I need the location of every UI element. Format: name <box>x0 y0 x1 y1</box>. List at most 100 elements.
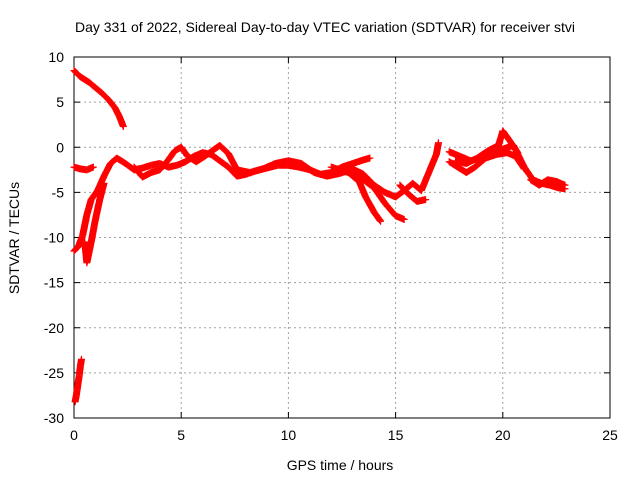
data-segment <box>79 212 91 239</box>
x-tick-label: 20 <box>495 427 511 443</box>
y-tick-label: 5 <box>56 94 64 110</box>
data-segment <box>260 160 278 172</box>
chart-title: Day 331 of 2022, Sidereal Day-to-day VTE… <box>75 19 575 35</box>
data-segment <box>499 128 513 143</box>
data-segment <box>446 148 463 160</box>
data-segment <box>105 96 118 111</box>
data-segment <box>512 153 528 172</box>
data-segment <box>77 73 92 86</box>
data-segment <box>414 196 428 205</box>
data-segment <box>463 155 480 167</box>
y-tick-label: -25 <box>44 365 64 381</box>
data-segment <box>350 165 366 178</box>
x-axis-label: GPS time / hours <box>287 457 394 473</box>
data-segment <box>114 155 129 167</box>
data-segment <box>115 113 127 129</box>
data-segment <box>217 142 232 157</box>
data-segment <box>87 217 99 245</box>
data-segment <box>225 164 240 179</box>
data-segment <box>247 165 266 176</box>
data-segment <box>96 180 108 203</box>
data-segment <box>83 239 95 266</box>
data-segment <box>397 182 412 197</box>
data-segment <box>88 187 101 203</box>
data-segment <box>86 79 99 91</box>
data-segment <box>556 184 568 193</box>
data-segment <box>286 157 304 167</box>
data-segment <box>140 169 154 180</box>
data-segment <box>75 233 86 249</box>
grid <box>74 57 610 418</box>
data-segment <box>356 179 369 200</box>
data-segment <box>148 166 163 176</box>
data-segment <box>382 200 399 219</box>
data-segment <box>83 197 95 218</box>
data-segment <box>298 160 317 176</box>
data-segment <box>328 163 351 176</box>
data-segment <box>193 153 208 165</box>
data-segment <box>84 164 96 173</box>
x-tick-label: 15 <box>388 427 404 443</box>
data-segment <box>371 209 384 224</box>
series-arc-13 <box>527 176 569 189</box>
x-tick-label: 25 <box>602 427 618 443</box>
data-segment <box>71 243 82 254</box>
data-segment <box>217 157 231 170</box>
data-segment <box>324 170 343 180</box>
data-segment <box>360 176 377 191</box>
data-segment <box>178 144 191 159</box>
data-segment <box>463 164 478 176</box>
y-tick-label: -30 <box>44 410 64 426</box>
x-tick-label: 10 <box>281 427 297 443</box>
data-segment <box>99 90 112 103</box>
data-segment <box>371 185 388 206</box>
data-segment <box>360 154 373 164</box>
y-tick-label: -15 <box>44 275 64 291</box>
y-tick-label: 0 <box>56 139 64 155</box>
series-arc-5 <box>71 355 86 406</box>
series-arc-6 <box>130 139 442 201</box>
series-arc-3 <box>70 163 97 174</box>
data-segment <box>426 151 440 173</box>
data-segment <box>504 149 519 160</box>
data-segment <box>174 158 188 169</box>
data-segment <box>405 191 420 205</box>
data-segment <box>553 178 568 189</box>
series-arc-1 <box>70 67 127 130</box>
data-segment <box>92 197 103 222</box>
y-tick-label: -5 <box>52 184 65 200</box>
data-series <box>70 67 569 406</box>
data-segment <box>101 161 114 179</box>
series-arc-9 <box>396 181 430 205</box>
data-segment <box>165 148 178 163</box>
y-tick-label: 10 <box>48 49 64 65</box>
data-segment <box>433 140 442 157</box>
series-arc-4 <box>81 179 108 267</box>
data-segment <box>474 148 491 161</box>
series-arc-2 <box>70 149 374 255</box>
data-segment <box>111 104 122 119</box>
data-segment <box>472 155 489 170</box>
data-segment <box>446 158 461 171</box>
data-segment <box>350 156 366 167</box>
data-segment <box>71 67 84 80</box>
data-segment <box>418 167 433 194</box>
data-segment <box>393 212 407 223</box>
data-segment <box>92 84 105 96</box>
data-segment <box>157 157 172 173</box>
data-segment <box>77 356 85 369</box>
data-segment <box>208 151 223 164</box>
data-segment <box>350 171 366 183</box>
data-segment <box>225 151 240 173</box>
data-segment <box>339 160 356 171</box>
data-segment <box>485 142 501 154</box>
series-arc-12 <box>445 149 528 177</box>
y-tick-label: -10 <box>44 230 64 246</box>
series-arc-11 <box>452 127 522 167</box>
data-segment <box>483 151 499 162</box>
y-axis-label: SDTVAR / TECUs <box>6 182 22 294</box>
y-tick-label: -20 <box>44 320 64 336</box>
data-segment <box>506 137 521 156</box>
data-segment <box>362 194 378 215</box>
